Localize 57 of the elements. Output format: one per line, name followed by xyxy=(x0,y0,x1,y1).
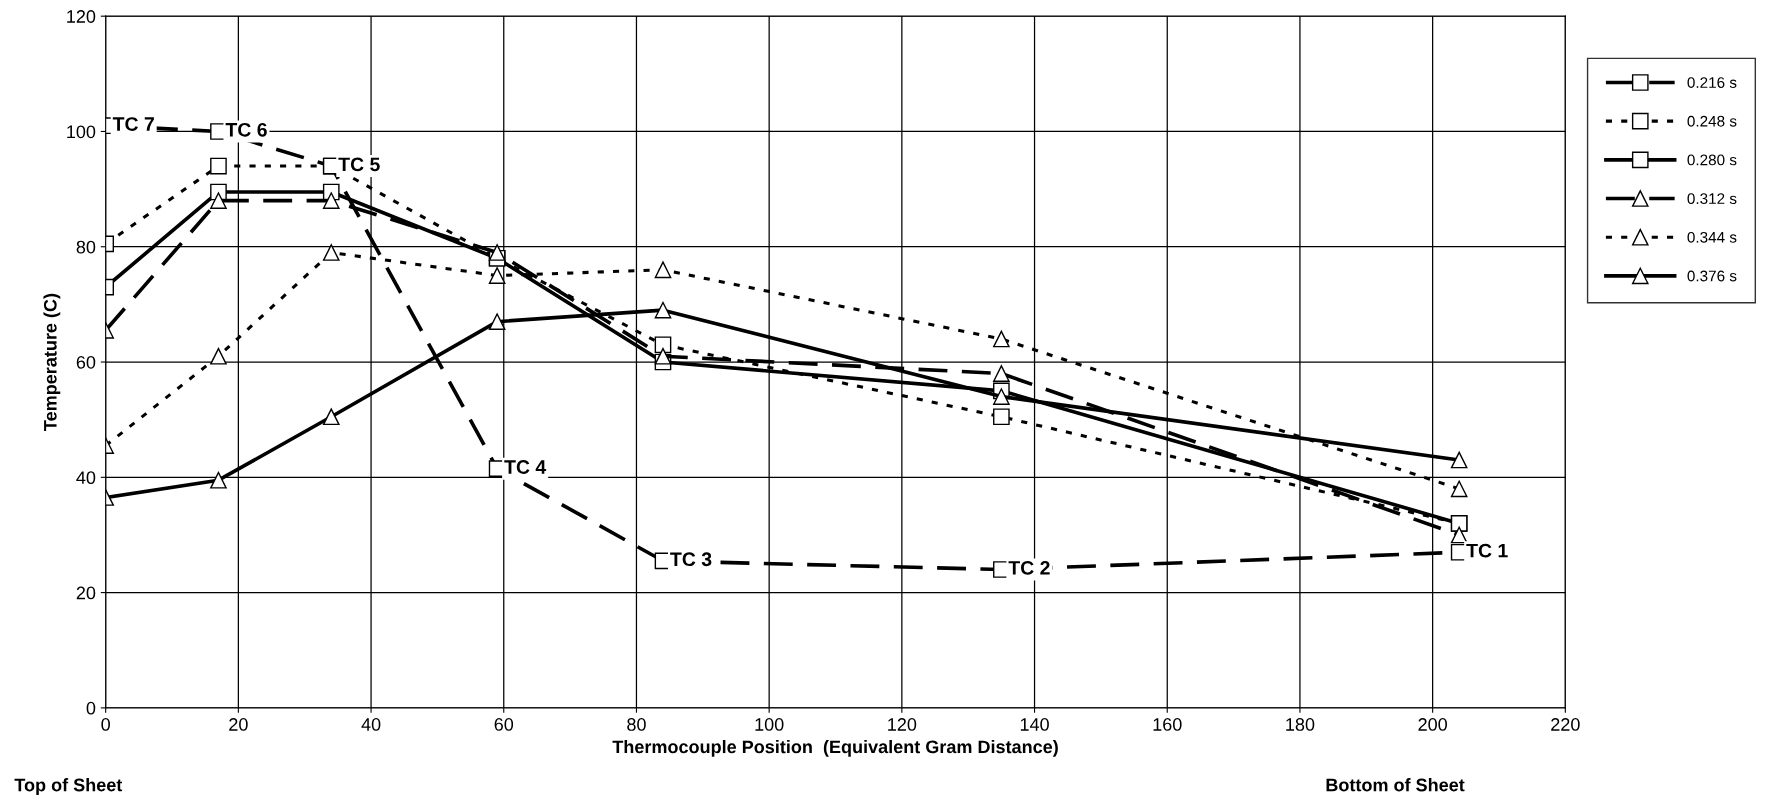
y-axis-title: Temperature (C) xyxy=(43,293,61,431)
x-tick-label: 140 xyxy=(1020,718,1049,731)
x-tick-label: 180 xyxy=(1286,718,1315,731)
point xyxy=(322,408,340,426)
y-tick-label: 80 xyxy=(76,240,96,254)
point xyxy=(993,408,1010,426)
point xyxy=(654,347,672,365)
point xyxy=(488,267,506,284)
point xyxy=(993,330,1010,348)
point xyxy=(210,347,227,365)
y-tick-label: 40 xyxy=(76,471,96,485)
point xyxy=(210,471,227,489)
x-tick-label: 60 xyxy=(494,718,514,731)
point xyxy=(654,261,672,279)
legend-label: 0.280 s xyxy=(1687,154,1737,166)
legend-label: 0.312 s xyxy=(1687,193,1737,205)
annotation: TC 1 xyxy=(1466,543,1508,558)
y-tick-label: 0 xyxy=(86,701,96,715)
x-tick-label: 100 xyxy=(755,718,784,731)
x-axis-title: Thermocouple Position (Equivalent Gram Distance) xyxy=(612,739,1058,757)
annotation: TC 7 xyxy=(112,117,154,131)
point xyxy=(488,244,506,261)
point xyxy=(322,192,340,209)
point xyxy=(1450,451,1468,469)
point xyxy=(210,192,227,209)
point xyxy=(993,388,1010,405)
annotation: TC 5 xyxy=(338,157,380,172)
point xyxy=(654,301,672,319)
annotation: TC 6 xyxy=(225,122,267,137)
x-tick-label: 200 xyxy=(1418,718,1447,731)
x-tick-label: 20 xyxy=(229,718,248,731)
point xyxy=(654,336,672,354)
x-tick-label: 40 xyxy=(361,718,381,731)
point xyxy=(488,313,506,331)
y-tick-label: 60 xyxy=(76,355,96,369)
legend-label: 0.376 s xyxy=(1687,270,1737,282)
y-tick-label: 20 xyxy=(76,586,96,600)
text: Top of Sheet xyxy=(14,778,123,795)
point xyxy=(210,157,227,175)
legend-label: 0.248 s xyxy=(1687,115,1737,127)
point xyxy=(1450,526,1468,544)
legend-label: 0.216 s xyxy=(1687,77,1737,88)
point xyxy=(322,244,340,261)
x-tick-label: 160 xyxy=(1153,718,1182,731)
text: Bottom of Sheet xyxy=(1326,778,1465,792)
y-tick-label: 120 xyxy=(67,10,96,23)
legend-label: 0.344 s xyxy=(1687,231,1737,243)
annotation: TC 3 xyxy=(670,552,712,567)
y-tick-label: 100 xyxy=(67,125,96,139)
x-tick-label: 120 xyxy=(888,718,917,731)
x-tick-label: 80 xyxy=(627,718,646,731)
annotation: TC 2 xyxy=(1008,560,1050,575)
point xyxy=(1450,480,1468,498)
annotation: TC 4 xyxy=(504,460,547,474)
point xyxy=(993,365,1010,382)
x-tick-label: 0 xyxy=(101,718,110,731)
x-tick-label: 220 xyxy=(1551,718,1580,731)
